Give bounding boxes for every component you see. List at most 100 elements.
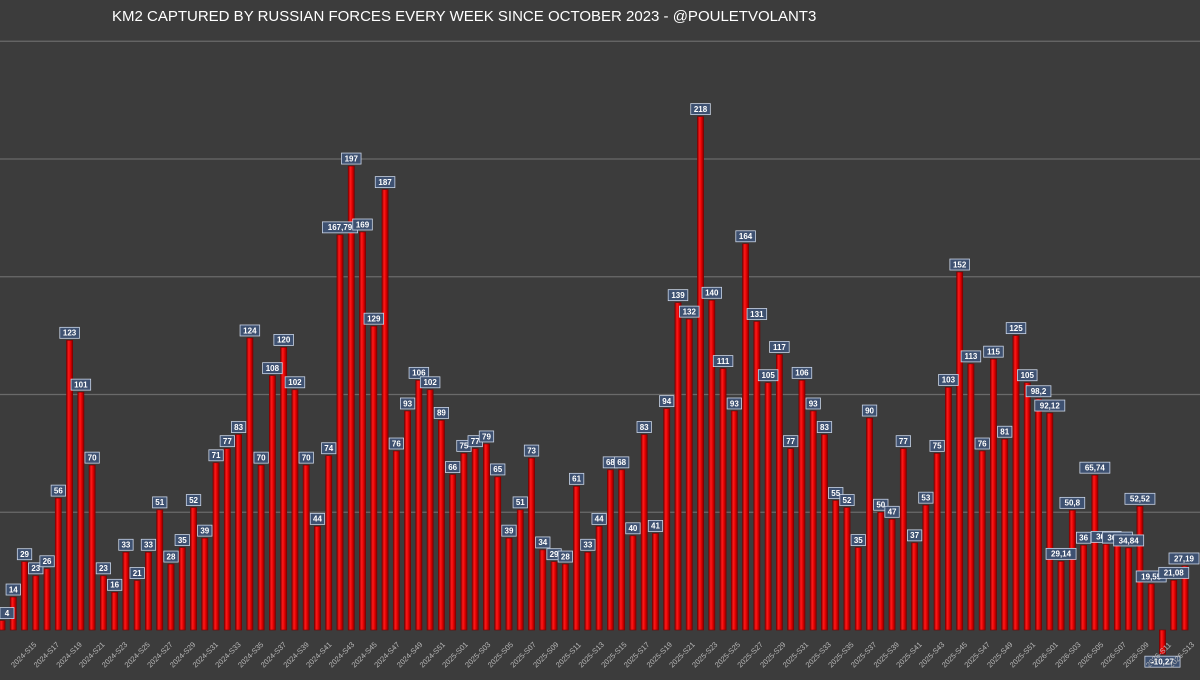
value-label-box-40 — [445, 461, 461, 473]
value-label-39: 89 — [437, 409, 446, 418]
value-label-box-67 — [746, 308, 768, 320]
value-label-box-26 — [284, 376, 306, 389]
value-label-box-18 — [197, 524, 213, 537]
value-label-box-68 — [757, 369, 779, 382]
value-label-85: 152 — [953, 260, 967, 269]
value-label-box-24 — [262, 362, 283, 375]
value-label-box-34 — [374, 176, 396, 189]
value-label-9: 23 — [99, 564, 108, 573]
value-label-box-83 — [929, 439, 945, 452]
value-label-box-2 — [16, 548, 33, 561]
value-label-94: 29,14 — [1051, 550, 1072, 559]
value-label-75: 52 — [843, 496, 852, 505]
bar-64 — [719, 368, 727, 631]
bar-91 — [1023, 382, 1031, 631]
value-label-58: 41 — [651, 522, 660, 531]
bar-43 — [483, 443, 490, 631]
value-label-box-9 — [95, 562, 111, 575]
bar-41 — [460, 453, 468, 631]
value-label-box-12 — [129, 567, 145, 579]
bar-65 — [730, 410, 738, 631]
value-label-box-46 — [512, 496, 528, 509]
value-label-24: 108 — [266, 364, 280, 373]
value-label-box-13 — [140, 538, 157, 551]
value-label-4: 26 — [43, 557, 52, 566]
bar-38 — [426, 389, 434, 631]
value-label-box-101 — [1124, 492, 1156, 505]
value-label-box-64 — [712, 355, 734, 367]
bar-50 — [561, 563, 569, 631]
value-label-box-51 — [569, 472, 585, 485]
gridlines — [0, 40, 1200, 513]
value-label-box-81 — [907, 529, 923, 542]
bar-76 — [854, 547, 862, 631]
value-label-8: 70 — [88, 453, 97, 462]
bar-74 — [832, 500, 840, 631]
value-label-box-55 — [614, 456, 630, 469]
bar-5 — [54, 497, 62, 631]
bar-33 — [370, 325, 378, 631]
bar-82 — [922, 504, 930, 631]
bar-75 — [843, 507, 851, 631]
value-label-22: 124 — [243, 326, 257, 335]
value-label-box-74 — [828, 487, 844, 499]
value-label-52: 33 — [583, 541, 592, 550]
value-label-70: 77 — [786, 437, 795, 446]
bar-30 — [336, 234, 344, 631]
value-label-30: 167,79 — [328, 223, 353, 232]
value-label-15: 28 — [167, 552, 176, 561]
value-label-box-36 — [399, 397, 416, 410]
value-label-41: 75 — [459, 442, 468, 451]
value-label-68: 105 — [761, 371, 775, 380]
bar-31 — [347, 165, 355, 631]
bar-60 — [674, 302, 682, 631]
bar-19 — [212, 462, 220, 631]
value-label-72: 93 — [809, 399, 818, 408]
value-label-box-15 — [163, 550, 179, 563]
value-label-60: 139 — [671, 291, 685, 300]
value-label-box-1 — [5, 583, 21, 596]
value-label-box-28 — [309, 512, 326, 525]
value-label-box-95 — [1059, 496, 1086, 509]
value-label-box-73 — [816, 421, 833, 433]
value-label-88: 115 — [987, 347, 1000, 356]
value-label-2: 29 — [20, 550, 29, 559]
bar-2 — [21, 561, 28, 631]
value-label-62: 218 — [694, 105, 708, 114]
value-label-box-66 — [735, 230, 756, 243]
value-label-box-82 — [918, 491, 934, 504]
value-label-box-25 — [273, 333, 294, 346]
value-label-93: 92,12 — [1040, 401, 1061, 410]
bar-20 — [223, 448, 231, 631]
bar-53 — [595, 526, 603, 631]
value-label-box-11 — [118, 538, 134, 551]
bar-44 — [494, 476, 502, 631]
value-label-box-84 — [938, 374, 959, 386]
tick-label-51: 2026-S13 — [1167, 640, 1196, 669]
bar-4 — [43, 568, 51, 631]
value-label-80: 77 — [899, 437, 908, 446]
value-label-100: 34,84 — [1119, 536, 1140, 545]
bar-14 — [156, 509, 164, 631]
value-label-box-91 — [1017, 369, 1038, 382]
bar-97 — [1091, 474, 1099, 631]
value-label-box-61 — [679, 305, 700, 318]
bar-36 — [404, 410, 411, 631]
value-label-101: 52,52 — [1130, 495, 1151, 504]
value-label-13: 33 — [144, 541, 153, 550]
bar-12 — [133, 580, 141, 631]
value-label-82: 53 — [921, 493, 930, 502]
value-label-box-92 — [1025, 385, 1052, 398]
bar-103 — [1159, 629, 1166, 655]
value-label-box-5 — [50, 484, 66, 497]
value-label-box-79 — [884, 505, 900, 518]
bar-100 — [1125, 547, 1133, 631]
value-label-box-39 — [433, 407, 450, 419]
bar-7 — [77, 391, 85, 631]
bar-87 — [978, 450, 986, 631]
value-label-box-19 — [208, 449, 224, 462]
bar-96 — [1080, 544, 1087, 631]
value-label-92: 98,2 — [1031, 387, 1047, 396]
value-label-18: 39 — [200, 526, 209, 535]
value-label-21: 83 — [234, 423, 243, 432]
